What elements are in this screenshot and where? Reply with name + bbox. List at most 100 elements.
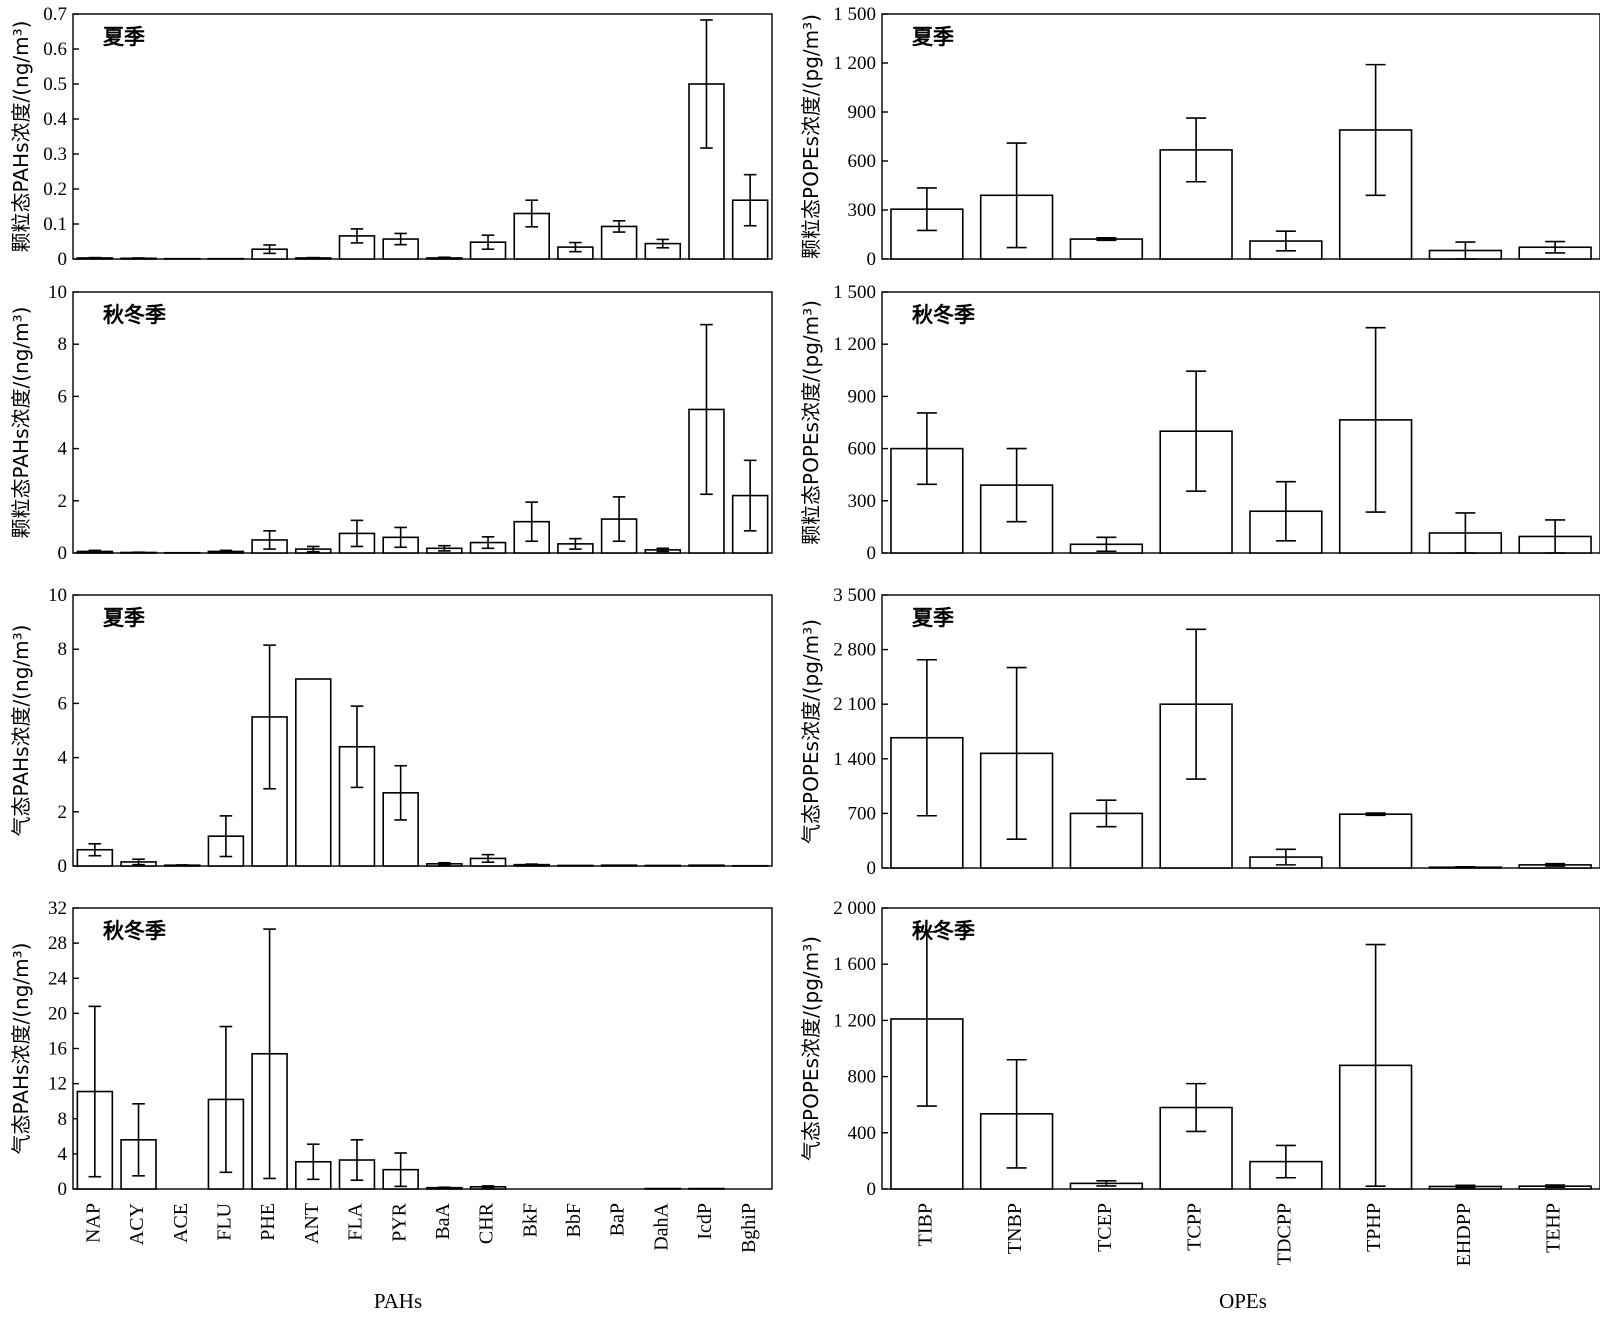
x-tick-label: BghiP	[738, 1203, 760, 1253]
x-tick-label: BaP	[607, 1203, 629, 1236]
chart-panel-1: 0 0.1 0.2 0.3 0.4 0.5 0.6 0.7 颗粒态PAHs浓度/(ng/m³) 夏…	[9, 4, 773, 270]
y-tick-label: 24	[48, 968, 68, 989]
y-tick-label: 20	[48, 1003, 67, 1024]
x-tick-label: PHE	[257, 1203, 279, 1241]
y-axis-label: 颗粒态PAHs浓度/(ng/m³)	[9, 21, 33, 253]
y-tick-label: 4	[58, 748, 68, 769]
x-tick-label: PYR	[388, 1202, 410, 1242]
y-tick-label: 0	[58, 1179, 68, 1200]
plot-frame	[72, 291, 773, 554]
y-tick-label: 0.3	[43, 144, 67, 165]
y-tick-label: 1 200	[833, 334, 876, 355]
y-axis-label: 颗粒态POPEs浓度/(pg/m³)	[799, 300, 823, 545]
y-tick-label: 0.5	[43, 74, 67, 95]
y-tick-label: 400	[848, 1123, 877, 1144]
y-tick-label: 0	[58, 856, 68, 877]
y-tick-label: 0.6	[43, 39, 67, 60]
chart-panels: 0 0.1 0.2 0.3 0.4 0.5 0.6 0.7 颗粒态PAHs浓度/(ng/m³) 夏…	[9, 4, 1600, 1266]
x-tick-label: TIBP	[914, 1203, 936, 1246]
y-tick-label: 12	[48, 1074, 67, 1095]
chart-panel-3: 0 2 4 6 8 10 颗粒态PAHs浓度/(ng/m³) 秋冬季	[9, 282, 773, 564]
bar-tphp	[1338, 813, 1413, 869]
plot-frame	[881, 907, 1600, 1190]
y-tick-label: 1 500	[833, 282, 876, 303]
x-tick-label: CHR	[476, 1202, 498, 1244]
pah-group-label: PAHs	[374, 1289, 422, 1313]
y-tick-label: 0.2	[43, 179, 67, 200]
y-tick-label: 8	[58, 334, 68, 355]
y-tick-label: 2 000	[833, 898, 876, 919]
plot-frame	[881, 13, 1600, 260]
x-tick-label: TNBP	[1004, 1203, 1026, 1254]
x-tick-label: EHDPP	[1453, 1203, 1475, 1266]
y-tick-label: 10	[48, 282, 67, 303]
plot-frame	[881, 594, 1600, 869]
chart-panel-8: 0 400 800 1 200 1 600 2 000 气态POPEs浓度/(pg/m³) 秋…	[799, 898, 1600, 1266]
season-label: 秋冬季	[912, 303, 975, 327]
y-tick-label: 10	[48, 585, 67, 606]
x-tick-label: TCEP	[1094, 1203, 1116, 1252]
y-tick-label: 800	[848, 1067, 877, 1088]
x-tick-label: TEHP	[1543, 1203, 1565, 1253]
x-tick-label: BbF	[563, 1203, 585, 1237]
y-axis-label: 气态POPEs浓度/(pg/m³)	[799, 619, 823, 844]
y-tick-label: 0.4	[43, 109, 67, 130]
x-tick-label: BaA	[432, 1202, 454, 1239]
bar-icdp	[688, 864, 725, 867]
x-tick-label: IcdP	[694, 1203, 716, 1240]
y-tick-label: 6	[58, 693, 68, 714]
x-tick-label: NAP	[82, 1203, 104, 1243]
x-tick-label: FLA	[345, 1202, 367, 1240]
chart-panel-7: 0 4 8 12 16 20 24 28 32 气态PAHs浓度/(ng/m³) 秋冬季 NAP ACY…	[9, 898, 773, 1253]
y-tick-label: 600	[848, 151, 877, 172]
x-tick-label: ANT	[301, 1203, 323, 1244]
y-tick-label: 0.7	[43, 4, 67, 25]
x-tick-label: TPHP	[1363, 1203, 1385, 1252]
chart-panel-5: 0 2 4 6 8 10 气态PAHs浓度/(ng/m³) 夏季	[9, 585, 773, 877]
y-tick-label: 0	[867, 1179, 877, 1200]
season-label: 秋冬季	[103, 303, 166, 327]
y-axis-label: 颗粒态POPEs浓度/(pg/m³)	[799, 14, 823, 259]
season-label: 秋冬季	[103, 919, 166, 943]
chart-panel-4: 0 300 600 900 1 200 1 500 颗粒态POPEs浓度/(pg/m³) 秋冬…	[799, 282, 1600, 564]
y-tick-label: 900	[848, 386, 877, 407]
y-tick-label: 0	[58, 249, 68, 270]
y-tick-label: 300	[848, 200, 877, 221]
y-tick-label: 900	[848, 102, 877, 123]
y-axis-label: 气态POPEs浓度/(pg/m³)	[799, 936, 823, 1161]
y-tick-label: 600	[848, 439, 877, 460]
y-tick-label: 2	[58, 802, 68, 823]
y-tick-label: 2	[58, 491, 68, 512]
y-tick-label: 32	[48, 898, 67, 919]
y-axis-label: 气态PAHs浓度/(ng/m³)	[9, 625, 33, 837]
y-tick-label: 0	[867, 858, 877, 879]
bar-bap	[600, 225, 638, 260]
y-tick-label: 0	[867, 249, 877, 270]
x-tick-label: TDCPP	[1273, 1203, 1295, 1265]
ope-group-label: OPEs	[1219, 1289, 1267, 1313]
season-label: 夏季	[912, 606, 954, 630]
y-tick-label: 2 100	[833, 694, 876, 715]
y-tick-label: 28	[48, 933, 67, 954]
y-tick-label: 0	[867, 543, 877, 564]
y-axis-label: 颗粒态PAHs浓度/(ng/m³)	[9, 307, 33, 539]
y-tick-label: 1 200	[833, 53, 876, 74]
y-tick-label: 0.1	[43, 214, 67, 235]
bar-ant	[295, 678, 332, 867]
y-tick-label: 8	[58, 639, 68, 660]
y-tick-label: 8	[58, 1109, 68, 1130]
season-label: 夏季	[103, 606, 145, 630]
season-label: 夏季	[912, 25, 954, 49]
y-axis-label: 气态PAHs浓度/(ng/m³)	[9, 943, 33, 1155]
bar-daha	[644, 864, 682, 867]
bar-tcep	[1069, 238, 1144, 260]
y-tick-label: 1 600	[833, 954, 876, 975]
plot-frame	[72, 594, 773, 867]
x-tick-label: ACE	[170, 1203, 192, 1243]
plot-frame	[72, 907, 773, 1190]
season-label: 秋冬季	[912, 919, 975, 943]
bar-icdp	[688, 83, 725, 260]
plot-frame	[72, 13, 773, 260]
x-tick-label: DahA	[650, 1202, 672, 1250]
y-tick-label: 0	[58, 543, 68, 564]
